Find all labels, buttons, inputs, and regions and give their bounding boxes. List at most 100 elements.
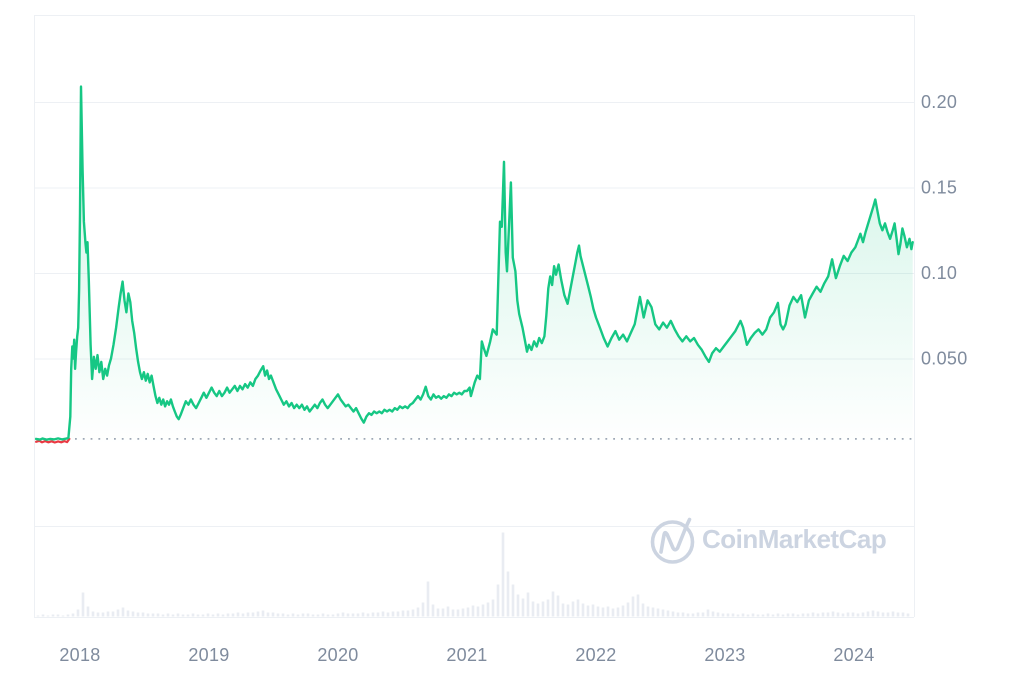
volume-bar — [316, 614, 320, 617]
volume-bar — [171, 614, 175, 617]
volume-bar — [731, 613, 735, 617]
volume-bar — [291, 613, 295, 617]
volume-bar — [51, 614, 55, 617]
volume-bar — [56, 614, 60, 617]
volume-bar — [556, 595, 560, 617]
volume-bar — [176, 613, 180, 617]
volume-bar — [836, 612, 840, 617]
volume-bar — [871, 610, 875, 617]
watermark: CoinMarketCap — [650, 517, 887, 564]
volume-bar — [41, 614, 45, 617]
volume-bar — [906, 613, 910, 617]
volume-bar — [306, 613, 310, 617]
volume-bar — [726, 613, 730, 617]
volume-bar — [651, 607, 655, 617]
volume-bar — [456, 609, 460, 617]
volume-bar — [791, 613, 795, 617]
y-axis-labels: 0.20 0.15 0.10 0.050 — [921, 92, 968, 369]
volume-bar — [506, 571, 510, 617]
volume-bar — [211, 614, 215, 617]
volume-bar — [206, 613, 210, 617]
price-line — [34, 85, 914, 441]
volume-bar — [596, 606, 600, 617]
volume-bar — [246, 612, 250, 617]
volume-bar — [401, 610, 405, 617]
volume-bar — [141, 612, 145, 617]
volume-bar — [66, 614, 70, 617]
price-area-fill — [36, 86, 913, 444]
volume-bar — [661, 609, 665, 617]
x-tick-label-2018: 2018 — [59, 645, 100, 665]
volume-bar — [601, 607, 605, 617]
volume-bar — [36, 615, 40, 617]
volume-bar — [341, 612, 345, 617]
volume-bar — [126, 610, 130, 617]
volume-bar — [86, 606, 90, 617]
volume-bar — [846, 612, 850, 617]
volume-bar — [721, 613, 725, 617]
volume-bar — [646, 606, 650, 617]
volume-bar — [491, 599, 495, 617]
volume-bar — [746, 614, 750, 617]
x-tick-label-2022: 2022 — [575, 645, 616, 665]
volume-bar — [366, 613, 370, 617]
volume-bar — [241, 613, 245, 617]
volume-bar — [801, 613, 805, 617]
volume-bar — [516, 594, 520, 617]
volume-bar — [61, 615, 65, 617]
volume-bar — [706, 609, 710, 617]
volume-bar — [811, 612, 815, 617]
volume-bar — [71, 613, 75, 617]
price-line-below-baseline — [35, 437, 71, 444]
volume-bar — [386, 612, 390, 617]
volume-bar — [511, 584, 515, 617]
volume-bar — [391, 611, 395, 617]
volume-bar — [691, 613, 695, 617]
volume-bar — [376, 612, 380, 617]
volume-bar — [676, 612, 680, 617]
volume-bar — [621, 605, 625, 617]
volume-bar — [396, 611, 400, 617]
volume-bar — [861, 612, 865, 617]
volume-bar — [881, 612, 885, 617]
volume-bar — [451, 609, 455, 617]
volume-bar — [841, 613, 845, 617]
volume-bar — [436, 608, 440, 617]
volume-bar — [331, 614, 335, 617]
volume-bar — [891, 611, 895, 617]
volume-bar — [571, 601, 575, 617]
x-tick-label-2019: 2019 — [188, 645, 229, 665]
volume-bar — [266, 612, 270, 617]
volume-bar — [441, 608, 445, 617]
volume-bar — [551, 591, 555, 617]
volume-bar — [541, 601, 545, 617]
volume-bar — [671, 611, 675, 617]
volume-bar — [221, 614, 225, 617]
volume-bar — [271, 612, 275, 617]
volume-bar — [481, 604, 485, 617]
volume-bar — [281, 613, 285, 617]
volume-bar — [91, 611, 95, 617]
volume-bar — [766, 613, 770, 617]
volume-bar — [496, 584, 500, 617]
volume-bar — [591, 604, 595, 617]
x-axis-labels: 2018 2019 2020 2021 2022 2023 2024 — [59, 645, 874, 665]
watermark-text: CoinMarketCap — [702, 524, 886, 554]
volume-bar — [101, 612, 105, 617]
volume-bar — [311, 614, 315, 617]
volume-bar — [821, 612, 825, 617]
volume-bar — [536, 603, 540, 617]
volume-bar — [346, 613, 350, 617]
y-tick-label-0.050: 0.050 — [921, 349, 968, 369]
volume-bar — [286, 614, 290, 617]
volume-bar — [471, 605, 475, 617]
volume-bar — [416, 607, 420, 617]
volume-bar — [371, 612, 375, 617]
volume-bars — [36, 532, 910, 617]
volume-bar — [751, 613, 755, 617]
volume-bar — [111, 611, 115, 617]
volume-bar — [526, 592, 530, 617]
volume-bar — [531, 601, 535, 617]
